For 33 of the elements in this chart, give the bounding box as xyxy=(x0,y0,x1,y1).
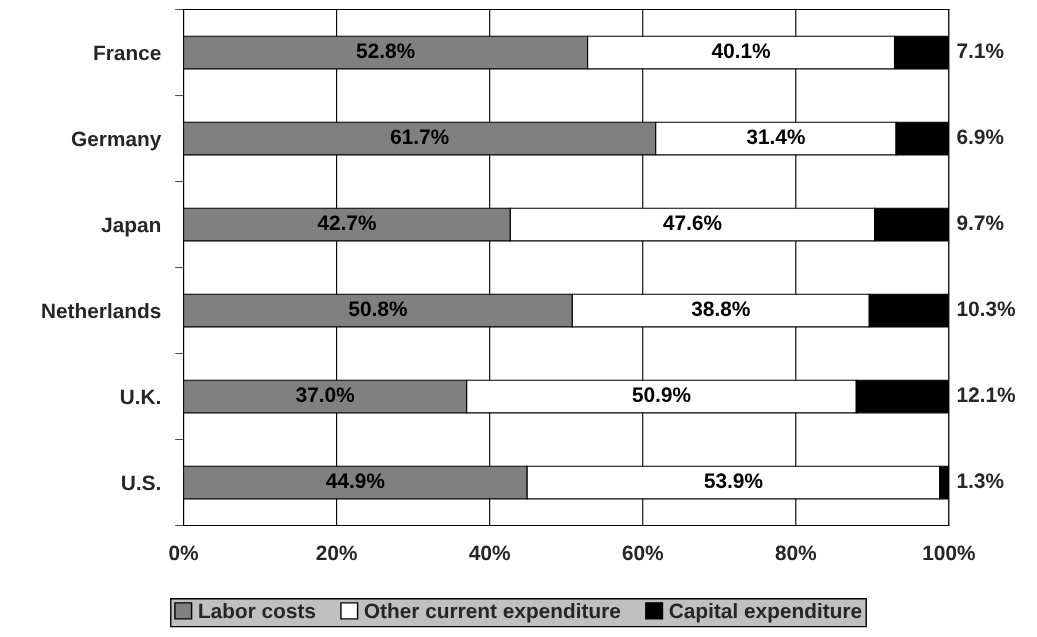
data-label: 9.7% xyxy=(957,215,1004,231)
y-tick-label: U.S. xyxy=(122,475,160,491)
data-label: 38.8% xyxy=(691,301,750,317)
y-tick-label: France xyxy=(94,45,161,61)
data-label: 47.6% xyxy=(663,215,722,231)
data-label: 44.9% xyxy=(326,473,385,489)
data-label: 52.8% xyxy=(356,43,415,59)
data-label: 61.7% xyxy=(390,129,449,145)
x-tick-label: 0% xyxy=(169,545,199,561)
data-label: 10.3% xyxy=(957,301,1016,317)
x-tick-label: 20% xyxy=(316,545,357,561)
data-label: 6.9% xyxy=(957,129,1004,145)
x-tick-label: 100% xyxy=(923,545,975,561)
legend-label: Other current expenditure xyxy=(364,603,621,623)
data-label: 37.0% xyxy=(296,387,355,403)
data-label: 50.9% xyxy=(632,387,691,403)
x-tick-label: 40% xyxy=(469,545,510,561)
x-tick-label: 80% xyxy=(775,545,817,561)
y-tick-label: U.K. xyxy=(120,389,160,405)
legend-label: Labor costs xyxy=(199,603,316,619)
x-tick-label: 60% xyxy=(622,545,664,561)
y-tick-label: Germany xyxy=(71,131,162,151)
y-tick-label: Netherlands xyxy=(42,302,161,319)
data-label: 12.1% xyxy=(957,387,1016,403)
data-label: 42.7% xyxy=(317,215,376,231)
y-tick-label: Japan xyxy=(101,217,161,237)
data-label: 53.9% xyxy=(704,473,763,489)
data-label: 7.1% xyxy=(957,43,1004,59)
data-label: 31.4% xyxy=(746,129,805,145)
data-label: 1.3% xyxy=(957,473,1004,489)
data-label: 40.1% xyxy=(711,43,771,59)
data-label: 50.8% xyxy=(349,301,407,317)
legend-label: Capital expenditure xyxy=(669,603,862,623)
